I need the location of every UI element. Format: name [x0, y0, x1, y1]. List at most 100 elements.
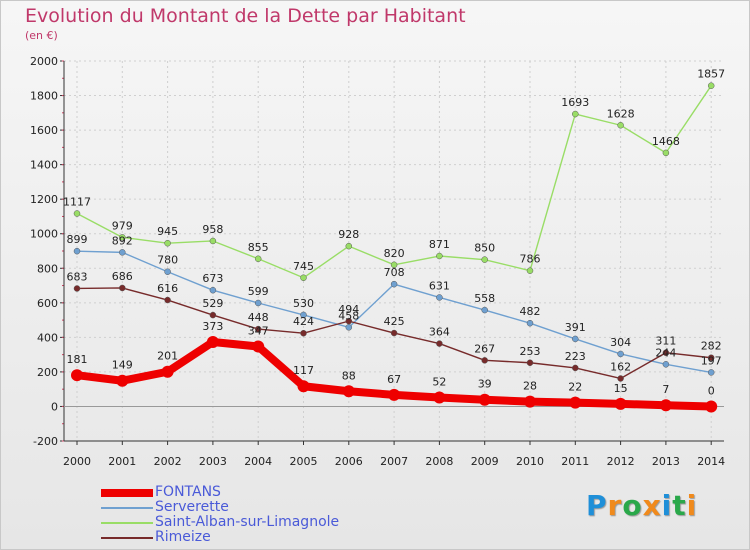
- data-point: [73, 247, 81, 255]
- data-point: [161, 365, 174, 378]
- data-point: [436, 252, 443, 260]
- data-label: 364: [429, 326, 450, 339]
- logo-letter: o: [622, 489, 643, 522]
- data-point: [526, 359, 534, 367]
- data-point: [390, 261, 398, 269]
- data-point: [119, 284, 126, 292]
- data-label: 424: [293, 315, 314, 328]
- logo-letter: P: [586, 489, 608, 522]
- data-point: [388, 388, 401, 401]
- data-point: [209, 237, 217, 245]
- data-label: 892: [112, 234, 133, 247]
- y-tick-label: 1600: [30, 124, 58, 137]
- data-point: [569, 396, 582, 409]
- y-tick-label: 1000: [30, 228, 58, 241]
- legend-label: Serverette: [155, 499, 229, 515]
- data-label: 899: [67, 233, 88, 246]
- data-point: [116, 374, 129, 387]
- data-point: [436, 294, 443, 301]
- legend-label: Rimeize: [155, 529, 211, 545]
- x-tick-label: 2010: [516, 455, 544, 468]
- data-point: [71, 369, 83, 382]
- data-label: 425: [384, 315, 405, 328]
- data-label: 22: [568, 381, 582, 394]
- legend-item: Rimeize: [101, 530, 339, 545]
- legend: FONTANS Serverette Saint-Alban-sur-Limagno…: [101, 485, 339, 545]
- logo-letter: r: [607, 489, 623, 522]
- legend-item: FONTANS: [101, 485, 339, 500]
- x-tick-label: 2009: [471, 455, 499, 468]
- data-point: [481, 357, 488, 364]
- x-tick-label: 2013: [652, 455, 680, 468]
- data-point: [254, 325, 262, 333]
- logo-letter: t: [672, 489, 687, 522]
- data-label: 631: [429, 279, 450, 292]
- data-label: 686: [112, 270, 133, 283]
- data-label: 15: [614, 382, 628, 395]
- data-point: [390, 329, 398, 337]
- chart-subtitle: (en €): [25, 29, 58, 42]
- data-label: 7: [662, 383, 669, 396]
- data-label: 0: [708, 384, 715, 397]
- data-label: 673: [202, 272, 223, 285]
- x-tick-label: 2003: [199, 455, 227, 468]
- data-label: 786: [520, 253, 541, 266]
- data-label: 871: [429, 238, 450, 251]
- data-label: 201: [157, 350, 178, 363]
- x-tick-label: 2012: [607, 455, 635, 468]
- data-label: 28: [523, 380, 537, 393]
- data-label: 52: [432, 375, 446, 388]
- data-point: [707, 354, 715, 361]
- data-label: 958: [202, 223, 223, 236]
- data-point: [164, 268, 171, 275]
- x-tick-label: 2007: [380, 455, 408, 468]
- data-label: 683: [67, 270, 88, 283]
- data-point: [662, 349, 670, 356]
- data-point: [119, 234, 126, 241]
- data-point: [572, 364, 579, 372]
- proxiti-logo: Proxiti: [586, 489, 697, 522]
- y-tick-label: 0: [51, 400, 58, 413]
- x-tick-label: 2004: [244, 455, 272, 468]
- data-label: 162: [610, 360, 631, 373]
- data-point: [481, 256, 488, 263]
- data-label: 1628: [607, 107, 635, 120]
- y-tick-label: 2000: [30, 55, 58, 68]
- legend-item: Saint-Alban-sur-Limagnole: [101, 515, 339, 530]
- x-tick-label: 2001: [108, 455, 136, 468]
- data-point: [119, 249, 126, 256]
- data-point: [345, 317, 353, 325]
- data-label: 1857: [697, 68, 725, 81]
- data-point: [572, 335, 579, 343]
- data-point: [614, 397, 627, 410]
- data-point: [342, 385, 355, 398]
- y-tick-label: 400: [37, 331, 58, 344]
- y-tick-label: 600: [37, 297, 58, 310]
- legend-swatch: [101, 521, 153, 524]
- data-label: 530: [293, 297, 314, 310]
- data-point: [617, 122, 624, 129]
- logo-letter: i: [686, 489, 698, 522]
- y-tick-label: -200: [33, 435, 58, 448]
- logo-letter: i: [661, 489, 673, 522]
- data-point: [524, 395, 536, 408]
- data-label: 780: [157, 254, 178, 267]
- data-label: 708: [384, 266, 405, 279]
- data-label: 88: [342, 369, 356, 382]
- logo-letter: x: [642, 489, 662, 522]
- data-point: [73, 210, 81, 217]
- data-label: 599: [248, 285, 269, 298]
- data-point: [300, 274, 307, 282]
- data-point: [659, 399, 672, 412]
- data-point: [345, 324, 353, 331]
- data-point: [662, 149, 670, 157]
- data-label: 347: [248, 325, 269, 338]
- data-label: 820: [384, 247, 405, 260]
- data-label: 149: [112, 359, 133, 372]
- data-label: 850: [474, 242, 495, 255]
- data-label: 197: [701, 354, 722, 367]
- data-point: [572, 110, 579, 118]
- data-label: 304: [610, 336, 631, 349]
- data-label: 855: [248, 241, 269, 254]
